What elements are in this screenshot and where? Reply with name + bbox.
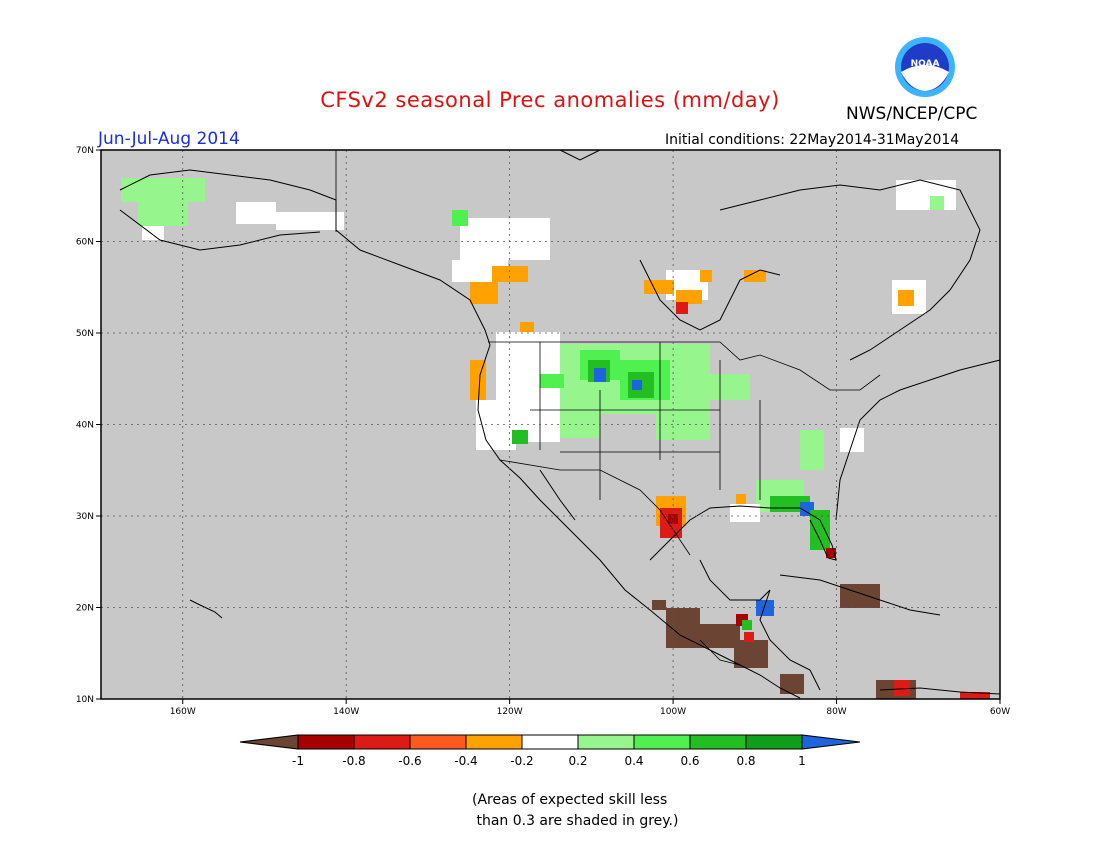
colorbar-tick-label: -0.8 xyxy=(342,754,365,768)
lat-tick-label: 60N xyxy=(76,238,94,248)
lat-tick-label: 70N xyxy=(76,146,94,156)
colorbar-segment xyxy=(745,734,803,750)
noaa-logo: NOAA xyxy=(895,37,955,97)
colorbar-segment xyxy=(353,734,411,750)
colorbar xyxy=(239,734,861,750)
lat-tick-label: 50N xyxy=(76,329,94,339)
lon-tick-label: 120W xyxy=(497,707,523,717)
colorbar-segment xyxy=(409,734,467,750)
colorbar-segment xyxy=(689,734,747,750)
skill-footnote: (Areas of expected skill less than 0.3 a… xyxy=(472,792,679,829)
colorbar-segment xyxy=(465,734,523,750)
colorbar-tick-label: 0.2 xyxy=(568,754,587,768)
agency-label: NWS/NCEP/CPC xyxy=(846,104,978,124)
lon-tick-label: 140W xyxy=(333,707,359,717)
lat-tick-label: 30N xyxy=(76,512,94,522)
map-frame xyxy=(100,149,1001,700)
colorbar-segment xyxy=(633,734,691,750)
colorbar-tick-label: 0.8 xyxy=(736,754,755,768)
anomaly-patches xyxy=(121,178,990,699)
latitude-ticks: 70N 60N 50N 40N 30N 20N 10N xyxy=(76,146,101,705)
colorbar-end-high xyxy=(801,734,861,750)
season-label: Jun-Jul-Aug 2014 xyxy=(98,129,240,149)
lat-tick-label: 40N xyxy=(76,421,94,431)
initial-conditions-label: Initial conditions: 22May2014-31May2014 xyxy=(665,132,960,148)
lat-tick-label: 10N xyxy=(76,695,94,705)
colorbar-tick-label: 0.6 xyxy=(680,754,699,768)
graticule xyxy=(101,150,1000,699)
lat-tick-label: 20N xyxy=(76,604,94,614)
noaa-logo-text: NOAA xyxy=(911,59,940,69)
lon-tick-label: 100W xyxy=(660,707,686,717)
colorbar-tick-label: -0.4 xyxy=(454,754,477,768)
lon-tick-label: 80W xyxy=(826,707,846,717)
political-borders xyxy=(335,150,881,666)
colorbar-end-low xyxy=(239,734,299,750)
colorbar-tick-label: 1 xyxy=(798,754,806,768)
colorbar-tick-label: -0.6 xyxy=(398,754,421,768)
map-title: CFSv2 seasonal Prec anomalies (mm/day) xyxy=(320,88,780,112)
colorbar-segment xyxy=(577,734,635,750)
colorbar-tick-label: -0.2 xyxy=(510,754,533,768)
longitude-ticks: 160W 140W 120W 100W 80W 60W xyxy=(170,699,1010,717)
colorbar-tick-label: 0.4 xyxy=(624,754,643,768)
coastlines xyxy=(119,149,1001,699)
colorbar-tick-label: -1 xyxy=(292,754,304,768)
lon-tick-label: 60W xyxy=(990,707,1010,717)
lon-tick-label: 160W xyxy=(170,707,196,717)
colorbar-ticks: -1 -0.8 -0.6 -0.4 -0.2 0.2 0.4 0.6 0.8 1 xyxy=(292,754,806,768)
colorbar-segment xyxy=(297,734,355,750)
colorbar-segment xyxy=(521,734,579,750)
